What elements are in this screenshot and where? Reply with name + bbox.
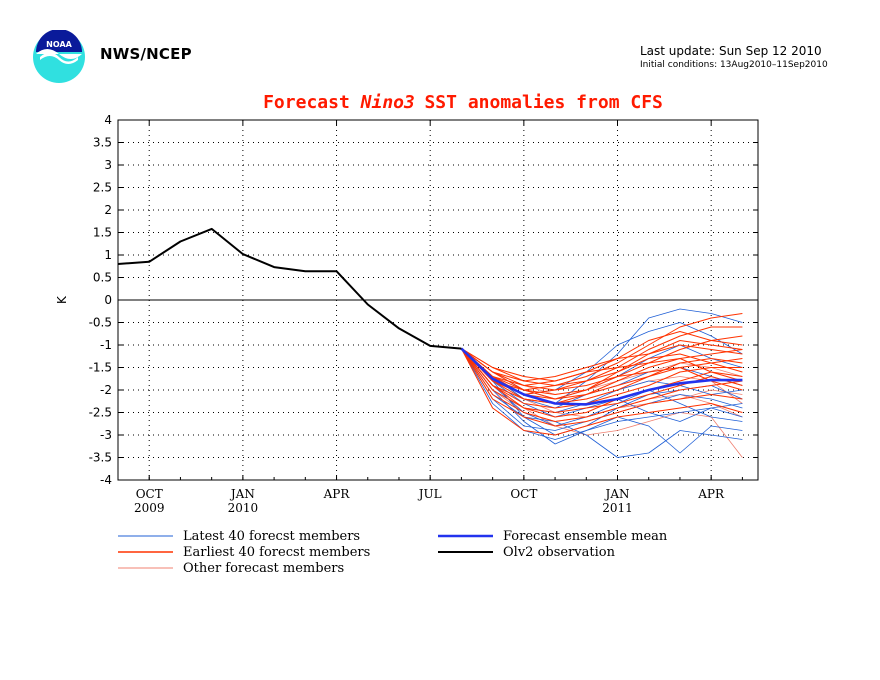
title-part-1: Forecast — [263, 92, 361, 113]
y-tick-label: 3 — [104, 158, 112, 172]
legend-label-mean: Forecast ensemble mean — [503, 529, 668, 544]
y-tick-label: 0.5 — [93, 271, 112, 285]
x-tick-label: JAN — [229, 487, 255, 501]
observation-line — [117, 227, 462, 350]
y-tick-label: -3.5 — [89, 451, 112, 465]
y-tick-label: -1 — [100, 338, 112, 352]
noaa-logo: NOAA — [33, 30, 85, 83]
agency-name: NWS/NCEP — [100, 45, 192, 63]
title-part-2: Nino3 — [360, 92, 415, 113]
ensemble-member-earliest — [461, 348, 743, 404]
title-part-3: SST anomalies from CFS — [424, 92, 662, 113]
x-tick-year-label: 2009 — [134, 501, 165, 515]
ensemble-member-earliest — [461, 348, 743, 404]
plot-series — [117, 227, 743, 458]
y-tick-label: -1.5 — [89, 361, 112, 375]
legend-label-earliest: Earliest 40 forecst members — [183, 545, 370, 560]
legend-label-latest: Latest 40 forecst members — [183, 529, 360, 544]
x-tick-label: JUL — [417, 487, 442, 501]
logo-text: NOAA — [46, 40, 72, 49]
ensemble-member-earliest — [461, 331, 743, 382]
y-axis-label: K — [55, 295, 69, 304]
ensemble-member-latest — [461, 348, 743, 454]
ensemble-member-earliest — [461, 344, 743, 382]
ensemble-member-earliest — [461, 348, 743, 386]
y-tick-label: -0.5 — [89, 316, 112, 330]
y-tick-label: 1.5 — [93, 226, 112, 240]
ensemble-member-earliest — [461, 348, 743, 409]
y-tick-label: 4 — [104, 113, 112, 127]
y-tick-label: 3.5 — [93, 136, 112, 150]
y-tick-label: 2 — [104, 203, 112, 217]
initial-conditions-text: Initial conditions: 13Aug2010–11Sep2010 — [640, 60, 828, 70]
x-tick-label: APR — [323, 487, 351, 501]
legend-label-other: Other forecast members — [183, 561, 344, 576]
y-tick-label: -2.5 — [89, 406, 112, 420]
x-tick-label: OCT — [510, 487, 537, 501]
ensemble-member-latest — [461, 348, 743, 440]
ensemble-member-earliest — [460, 348, 743, 436]
ensemble-member-earliest — [460, 348, 743, 422]
x-tick-label: JAN — [604, 487, 630, 501]
y-tick-label: 0 — [104, 293, 112, 307]
ensemble-member-earliest — [461, 335, 743, 395]
y-tick-label: -4 — [100, 473, 112, 487]
y-tick-label: -2 — [100, 383, 112, 397]
last-update-text: Last update: Sun Sep 12 2010 — [640, 44, 822, 58]
x-tick-label: OCT — [136, 487, 163, 501]
legend-label-observation: Olv2 observation — [503, 545, 616, 560]
y-tick-label: 2.5 — [93, 181, 112, 195]
axes: 4 3.5 3 2.5 2 1.5 1 0.5 0 -0.5 -1 -1.5 -2 -2.5 -3 -3.5 -… — [89, 113, 758, 515]
x-tick-label: APR — [697, 487, 725, 501]
x-tick-year-label: 2010 — [228, 501, 259, 515]
grid — [118, 120, 758, 480]
ensemble-member-earliest — [461, 326, 743, 391]
chart-title: Forecast Nino3 SST anomalies from CFS — [263, 92, 663, 113]
ensemble-member-earliest — [460, 348, 743, 427]
ensemble-mean-line — [460, 347, 743, 406]
y-tick-label: -3 — [100, 428, 112, 442]
y-tick-label: 1 — [104, 248, 112, 262]
x-tick-year-label: 2011 — [602, 501, 633, 515]
